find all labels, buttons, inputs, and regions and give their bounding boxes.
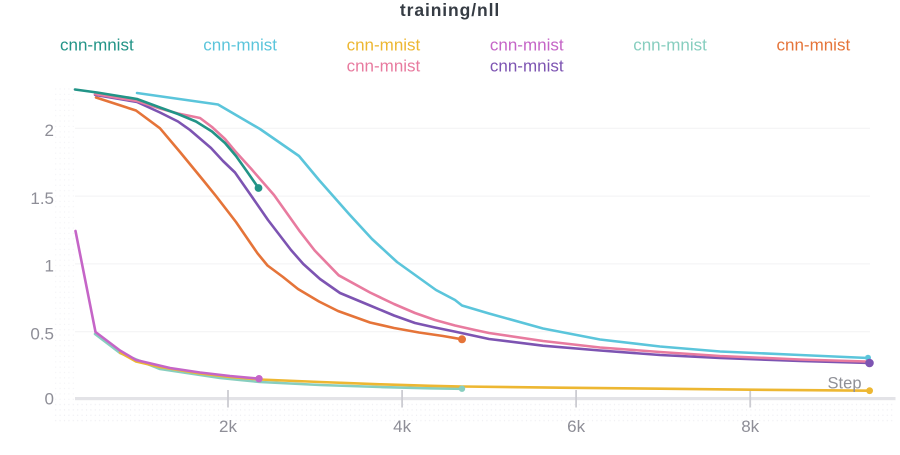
svg-text:1: 1 <box>45 257 54 276</box>
svg-text:0.5: 0.5 <box>30 324 54 343</box>
svg-text:training/nll: training/nll <box>400 0 500 20</box>
svg-text:cnn-mnist: cnn-mnist <box>490 36 564 55</box>
svg-text:6k: 6k <box>567 417 585 436</box>
svg-text:4k: 4k <box>393 417 411 436</box>
svg-text:Step: Step <box>828 375 862 393</box>
svg-text:cnn-mnist: cnn-mnist <box>633 36 707 55</box>
svg-text:cnn-mnist: cnn-mnist <box>203 36 277 55</box>
svg-text:1.5: 1.5 <box>30 189 54 208</box>
svg-text:0: 0 <box>45 390 54 409</box>
svg-text:8k: 8k <box>741 417 759 436</box>
svg-text:cnn-mnist: cnn-mnist <box>60 36 134 55</box>
svg-text:2k: 2k <box>219 417 237 436</box>
svg-text:cnn-mnist: cnn-mnist <box>490 57 564 76</box>
svg-text:cnn-mnist: cnn-mnist <box>777 36 851 55</box>
svg-text:cnn-mnist: cnn-mnist <box>347 57 421 76</box>
svg-text:2: 2 <box>45 121 54 140</box>
svg-text:cnn-mnist: cnn-mnist <box>347 36 421 55</box>
